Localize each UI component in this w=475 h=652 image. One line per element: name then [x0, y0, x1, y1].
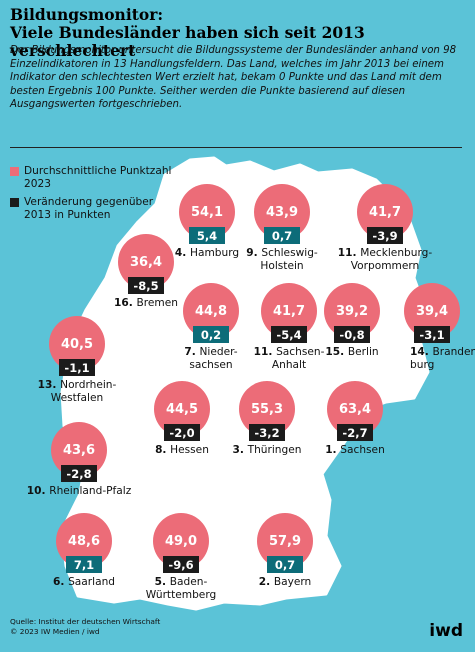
state-rank: 5. [154, 576, 170, 588]
state-rank: 9. [246, 247, 262, 259]
state-rank: 10. [26, 485, 50, 497]
state-rank: 14. [410, 346, 433, 358]
change-badge: 0,7 [264, 227, 300, 244]
change-badge: -0,8 [334, 326, 370, 343]
source-note: Quelle: Institut der deutschen Wirtschaf… [10, 617, 160, 637]
state-label: 16. Bremen [81, 297, 211, 310]
chart-title: Bildungsmonitor: Viele Bundesländer habe… [10, 6, 475, 60]
header-divider [10, 147, 462, 148]
state-label-line: 13. Nordrhein- [37, 379, 117, 391]
state-label-line: 14. Branden- [410, 346, 475, 358]
state-rank: 15. [325, 346, 348, 358]
state-label-line: 4. Hamburg [174, 247, 240, 259]
change-badge: 0,2 [193, 326, 229, 343]
change-badge: -2,8 [61, 465, 97, 482]
state-rank: 7. [184, 346, 200, 358]
state-label-line: burg [410, 359, 435, 371]
state-label-line: 1. Sachsen [325, 444, 385, 456]
change-badge: -9,6 [163, 556, 199, 573]
state-label-line: 6. Saarland [52, 576, 116, 588]
state-label: 7. Nieder-sachsen [146, 346, 276, 372]
state-label-line: Anhalt [271, 359, 307, 371]
state-rank: 3. [232, 444, 248, 456]
state-label-line: 9. Schleswig- [246, 247, 318, 259]
state-rank: 2. [258, 576, 274, 588]
state-label: 11. Mecklenburg- Vorpommern [320, 247, 450, 273]
title-line-2: Viele Bundesländer haben sich seit 2013 … [10, 23, 365, 60]
change-badge: 0,7 [267, 556, 303, 573]
state-label: 3. Thüringen [202, 444, 332, 457]
change-badge: 5,4 [189, 227, 225, 244]
change-badge: -3,1 [414, 326, 450, 343]
change-badge: 7,1 [66, 556, 102, 573]
legend-swatch-change [10, 198, 19, 207]
state-rank: 11. [337, 247, 361, 259]
state-label: 4. Hamburg [142, 247, 272, 260]
state-rank: 4. [174, 247, 190, 259]
state-label: 1. Sachsen [290, 444, 420, 457]
state-label: 11. Sachsen- Anhalt [224, 346, 354, 372]
state-label-line: sachsen [189, 359, 233, 371]
state-label-line: 8. Hessen [155, 444, 209, 456]
change-badge: -2,7 [337, 424, 373, 441]
state-label-line: 11. Sachsen- [253, 346, 325, 358]
state-label-line: Westfalen [50, 392, 104, 404]
state-label: 6. Saarland [19, 576, 149, 589]
change-badge: -3,2 [249, 424, 285, 441]
state-label-line: 5. Baden- [154, 576, 208, 588]
title-line-1: Bildungsmonitor: [10, 5, 164, 24]
state-label-line: 11. Mecklenburg- [337, 247, 433, 259]
state-label-line: 3. Thüringen [232, 444, 302, 456]
state-label-line: 2. Bayern [258, 576, 312, 588]
copyright-text: © 2023 IW Medien / iwd [10, 627, 100, 636]
state-label-line: 15. Berlin [325, 346, 379, 358]
state-label: 15. Berlin [287, 346, 417, 359]
change-badge: -2,0 [164, 424, 200, 441]
source-text: Quelle: Institut der deutschen Wirtschaf… [10, 617, 161, 626]
state-rank: 6. [52, 576, 69, 588]
state-rank: 16. [114, 297, 137, 309]
state-rank: 8. [155, 444, 171, 456]
state-label: 13. Nordrhein- Westfalen [12, 379, 142, 405]
state-label-line: 16. Bremen [114, 297, 178, 309]
state-label: 14. Branden-burg [410, 346, 475, 372]
state-label-line: 7. Nieder- [184, 346, 238, 358]
state-label-line: 10. Rheinland-Pfalz [26, 485, 132, 497]
state-rank: 13. [37, 379, 61, 391]
state-label-line: Holstein [260, 260, 304, 272]
score-bubble: 44,8 [183, 283, 239, 339]
legend-label-change: Veränderung gegenüber 2013 in Punkten [24, 196, 154, 221]
score-bubble: 41,7 [261, 283, 317, 339]
state-label: 2. Bayern [220, 576, 350, 589]
change-badge: -1,1 [59, 359, 95, 376]
state-rank: 11. [253, 346, 277, 358]
state-label: 8. Hessen [117, 444, 247, 457]
state-label: 5. Baden- Württemberg [116, 576, 246, 602]
state-label: 10. Rheinland-Pfalz [14, 485, 144, 498]
chart-subtitle: Der Bildungsmonitor untersucht die Bildu… [10, 45, 457, 111]
legend-swatch-score [10, 167, 19, 176]
legend-label-score: Durchschnittliche Punktzahl 2023 [24, 165, 172, 190]
change-badge: -3,9 [367, 227, 403, 244]
state-label: 9. Schleswig- Holstein [217, 247, 347, 273]
change-badge: -8,5 [128, 277, 164, 294]
iwd-logo: iwd [429, 621, 463, 641]
change-badge: -5,4 [271, 326, 307, 343]
state-label-line: Württemberg [145, 589, 217, 601]
state-rank: 1. [325, 444, 341, 456]
score-bubble: 63,4 [327, 381, 383, 437]
state-label-line: Vorpommern [350, 260, 420, 272]
